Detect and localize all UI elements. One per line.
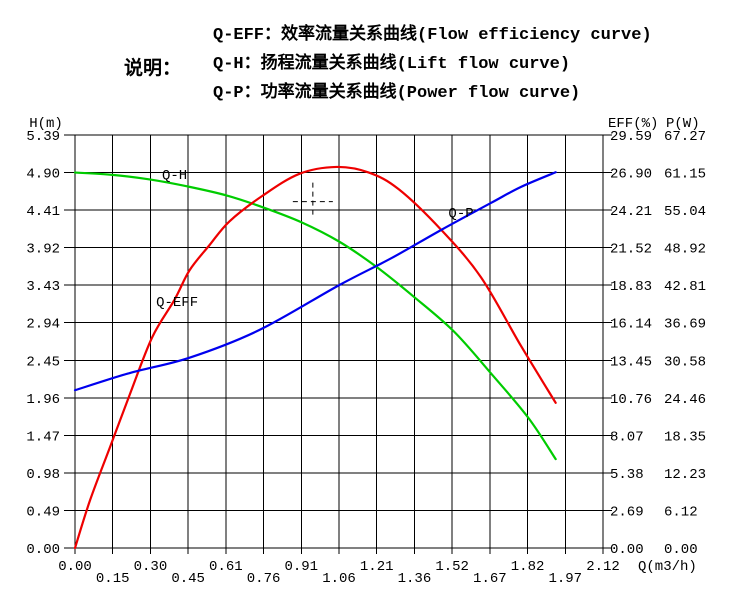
h-axis-title: H(m) [29,116,63,132]
axis-frame [74,134,604,549]
curve-label-q-p: Q-P [448,206,473,222]
x-tick-label: 1.82 [511,559,545,575]
p-axis-title: P(W) [666,116,700,132]
p-tick-label: 42.81 [664,279,706,295]
eff-tick-label: 24.21 [610,204,652,220]
p-tick-label: 48.92 [664,242,706,258]
x-tick-label: 0.00 [58,559,92,575]
p-tick-label: 0.00 [664,542,698,558]
eff-tick-label: 18.83 [610,279,652,295]
p-tick-label: 18.35 [664,429,706,445]
x-tick-label: 0.61 [209,559,243,575]
eff-tick-label: 0.00 [610,542,644,558]
eff-tick-label: 13.45 [610,354,652,370]
h-tick-label: 4.41 [26,204,60,220]
legend-line-qh: Q-H：扬程流量关系曲线(Lift flow curve) [213,55,571,74]
legend-line-qp: Q-P：功率流量关系曲线(Power flow curve) [213,84,581,103]
legend-line-qeff: Q-EFF：效率流量关系曲线(Flow efficiency curve) [213,26,652,45]
series-q-eff-curve [73,165,557,550]
series-q-h-curve [73,171,557,461]
p-tick-label: 12.23 [664,467,706,483]
curve-label-q-eff: Q-EFF [156,295,198,311]
series-q-p-curve [73,171,557,392]
h-tick-label: 0.98 [26,467,60,483]
x-tick-label: 1.21 [360,559,394,575]
x-tick-label: 2.12 [586,559,620,575]
x-tick-label: 1.36 [398,571,432,587]
h-tick-label: 4.90 [26,167,60,183]
x-tick-label: 1.52 [435,559,469,575]
p-tick-label: 36.69 [664,317,706,333]
x-tick-label: 1.06 [322,571,356,587]
h-tick-label: 3.43 [26,279,60,295]
p-tick-label: 24.46 [664,392,706,408]
x-tick-label: 0.45 [171,571,205,587]
eff-tick-label: 26.90 [610,167,652,183]
h-tick-label: 3.92 [26,242,60,258]
h-tick-label: 1.96 [26,392,60,408]
h-tick-label: 5.39 [26,129,60,145]
x-tick-label: 0.15 [96,571,130,587]
x-tick-label: 1.97 [548,571,582,587]
curve-label-q-h: Q-H [162,168,187,184]
eff-axis-title: EFF(%) [608,116,658,132]
p-tick-label: 61.15 [664,167,706,183]
h-tick-label: 2.45 [26,354,60,370]
h-tick-label: 0.00 [26,542,60,558]
p-tick-label: 67.27 [664,129,706,145]
note-label: 说明： [124,58,182,80]
x-axis-title: Q(m3/h) [638,559,697,575]
eff-tick-label: 10.76 [610,392,652,408]
h-tick-label: 1.47 [26,429,60,445]
eff-tick-label: 2.69 [610,504,644,520]
p-tick-label: 30.58 [664,354,706,370]
eff-tick-label: 16.14 [610,317,652,333]
p-tick-label: 6.12 [664,504,698,520]
eff-tick-label: 21.52 [610,242,652,258]
eff-tick-label: 8.07 [610,429,644,445]
x-tick-label: 0.76 [247,571,281,587]
p-tick-label: 55.04 [664,204,706,220]
h-tick-label: 2.94 [26,317,60,333]
x-tick-label: 0.91 [284,559,318,575]
eff-tick-label: 5.38 [610,467,644,483]
eff-tick-label: 29.59 [610,129,652,145]
x-tick-label: 0.30 [134,559,168,575]
h-tick-label: 0.49 [26,504,60,520]
x-tick-label: 1.67 [473,571,507,587]
